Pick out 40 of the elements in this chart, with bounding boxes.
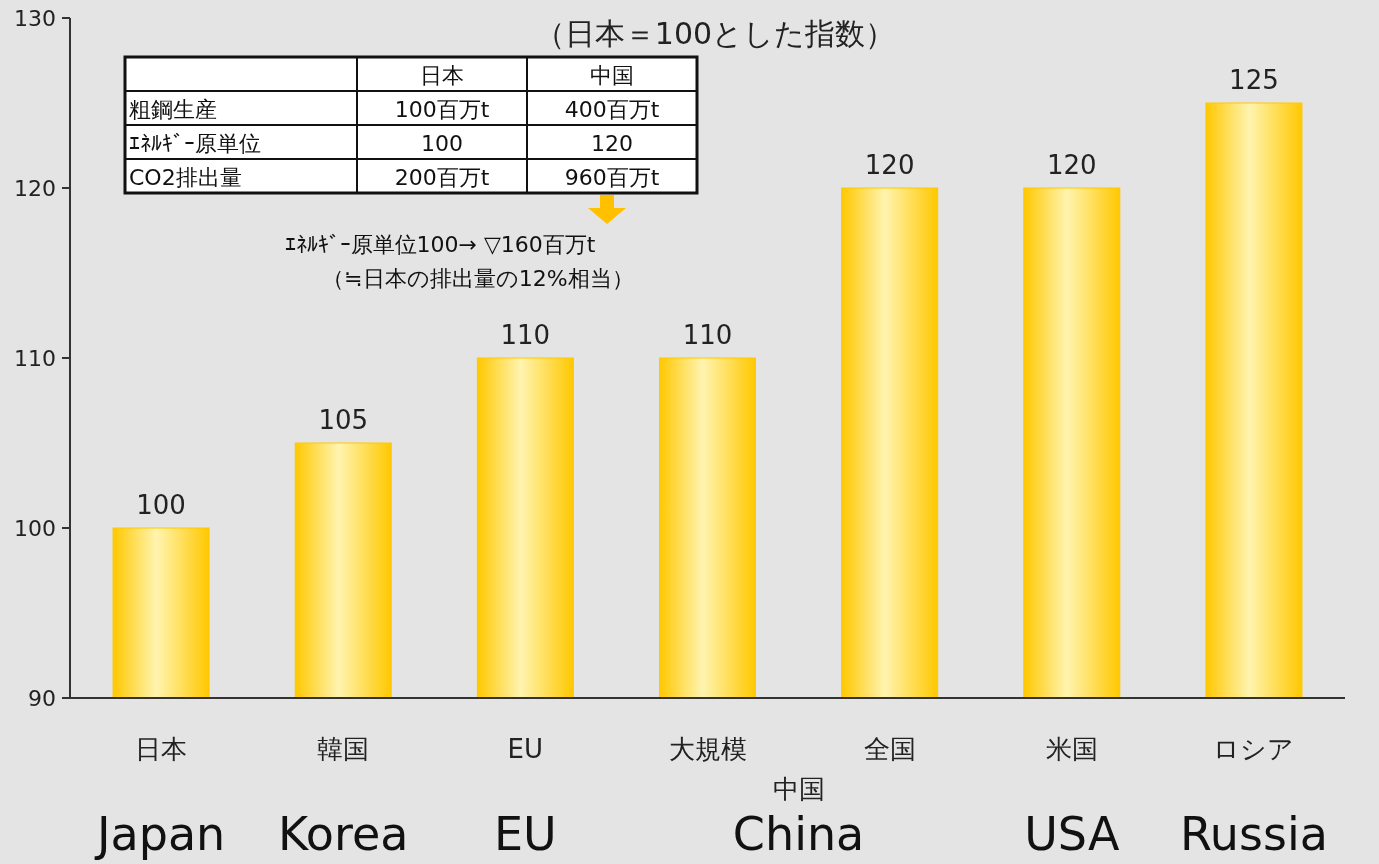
data-label: 120 bbox=[864, 150, 915, 180]
text: USA bbox=[1024, 807, 1120, 861]
x-tick-label: ロシア bbox=[1213, 734, 1295, 764]
data-label: 110 bbox=[682, 320, 733, 350]
y-tick-label: 90 bbox=[28, 686, 56, 711]
annotation: 日本 bbox=[420, 63, 464, 88]
x-tick-label: 大規模 bbox=[668, 734, 747, 764]
x-tick-label: EU bbox=[507, 734, 544, 764]
x-tick-label: 日本 bbox=[135, 734, 188, 764]
annotation: 200百万t bbox=[394, 165, 490, 190]
y-tick-label: 100 bbox=[14, 516, 56, 541]
data-label: 105 bbox=[318, 405, 369, 435]
text: Russia bbox=[1179, 807, 1328, 861]
annotation: 100 bbox=[421, 131, 463, 156]
annotation: 400百万t bbox=[564, 97, 660, 122]
annotation: ｴﾈﾙｷﾞｰ原単位100→ ▽160百万t bbox=[284, 232, 596, 257]
x-tick-label: 米国 bbox=[1045, 734, 1098, 764]
chart-title: （日本＝100とした指数） bbox=[534, 16, 896, 51]
annotation: ｴﾈﾙｷﾞｰ原単位 bbox=[129, 131, 261, 156]
data-label: 125 bbox=[1229, 65, 1279, 95]
text: 中国 bbox=[772, 774, 825, 804]
text: Japan bbox=[93, 807, 226, 861]
x-tick-label: 全国 bbox=[863, 734, 916, 764]
y-tick-label: 120 bbox=[14, 176, 56, 201]
x-tick-label: 韓国 bbox=[317, 734, 370, 764]
data-label: 120 bbox=[1046, 150, 1097, 180]
text: EU bbox=[493, 807, 557, 861]
y-tick-label: 110 bbox=[14, 346, 56, 371]
annotation: 粗鋼生産 bbox=[129, 97, 217, 122]
annotation: 中国 bbox=[590, 63, 634, 88]
y-tick-label: 130 bbox=[14, 6, 56, 31]
annotation: 120 bbox=[591, 131, 633, 156]
annotation: 960百万t bbox=[564, 165, 660, 190]
annotation: （≒日本の排出量の12%相当） bbox=[322, 266, 634, 291]
annotation: CO2排出量 bbox=[129, 165, 242, 190]
text: China bbox=[732, 807, 865, 861]
text: Korea bbox=[278, 807, 409, 861]
data-label: 100 bbox=[136, 490, 186, 520]
data-label: 110 bbox=[500, 320, 551, 350]
annotation: 100百万t bbox=[394, 97, 490, 122]
